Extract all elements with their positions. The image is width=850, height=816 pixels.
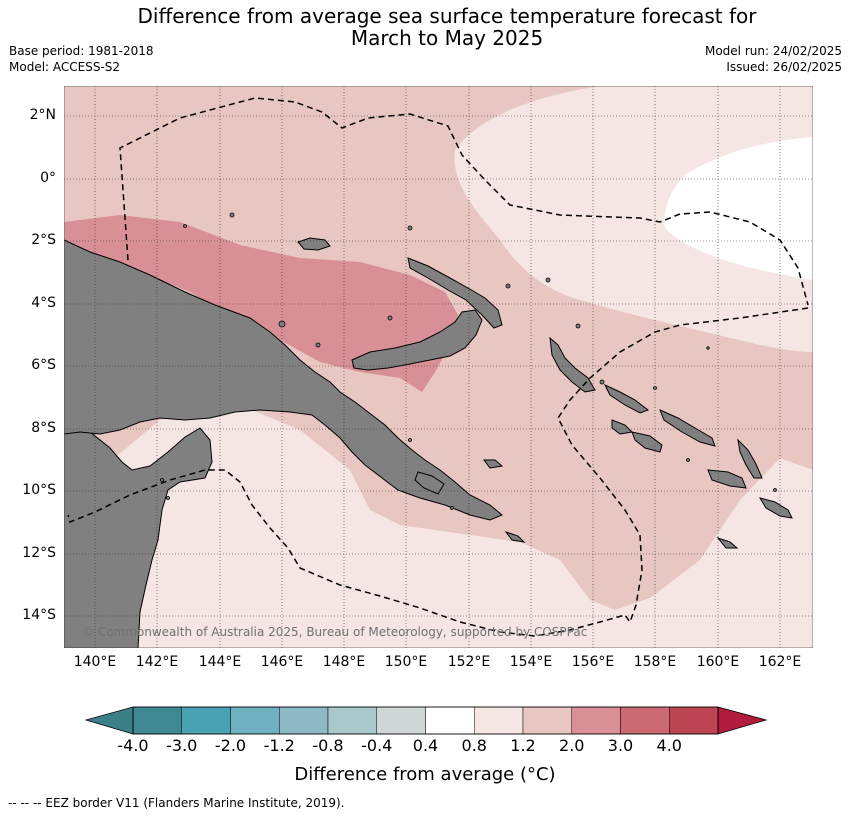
land-new-ireland (407, 257, 503, 329)
land-new-guinea (64, 239, 503, 521)
colorbar-tick-label: 0.4 (412, 736, 439, 755)
land-australia (64, 424, 213, 648)
colorbar-tick-label: 0.8 (461, 736, 487, 755)
land-small-islets (160, 212, 777, 510)
colorbar-tick-label: -0.8 (312, 736, 344, 755)
colorbar-segment (327, 706, 377, 735)
eez-legend: -- -- -- EEZ border V11 (Flanders Marine… (8, 796, 345, 810)
lon-label: 154°E (509, 654, 553, 670)
lat-label: 2°S (31, 232, 56, 248)
meta-left: Base period: 1981-2018 Model: ACCESS-S2 (9, 43, 154, 75)
colorbar-tick-label: 1.2 (510, 736, 536, 755)
colorbar-segment (522, 706, 572, 735)
lon-label: 156°E (571, 654, 615, 670)
colorbar-segment (181, 706, 231, 735)
lon-label: 140°E (73, 654, 117, 670)
colorbar-segment (425, 706, 475, 735)
lat-label: 0° (40, 170, 56, 186)
lat-label: 14°S (22, 607, 56, 623)
lon-label: 144°E (198, 654, 242, 670)
graticule (64, 86, 813, 648)
colorbar-label: Difference from average (°C) (294, 764, 556, 785)
land-new-britain (351, 309, 483, 371)
chart-title-line1: Difference from average sea surface temp… (137, 4, 757, 28)
land-rennell (758, 497, 793, 519)
lon-label: 162°E (758, 654, 802, 670)
lon-label: 150°E (384, 654, 428, 670)
ocean-bin-0.4-0.8-south (64, 405, 813, 648)
lon-label: 142°E (135, 654, 179, 670)
colorbar-segment (571, 706, 621, 735)
model-run: Model run: 24/02/2025 (704, 44, 842, 58)
copyright-notice: © Commonwealth of Australia 2025, Bureau… (82, 625, 588, 639)
colorbar-tick-label: 2.0 (559, 736, 585, 755)
lat-label: 8°S (31, 420, 56, 436)
land-bougainville (549, 336, 596, 393)
land-choiseul (603, 383, 650, 414)
colorbar-segment (230, 706, 280, 735)
colorbar-segments (132, 706, 719, 735)
colorbar-segment (620, 706, 670, 735)
land-santa-cruz (716, 536, 739, 549)
colorbar-tick-label: -2.0 (214, 736, 247, 755)
land-santa-isabel (659, 409, 716, 447)
colorbar-tick-label: -0.4 (361, 736, 393, 755)
model-name: Model: ACCESS-S2 (9, 60, 121, 74)
lat-label: 10°S (22, 482, 56, 498)
lat-label: 12°S (22, 545, 56, 561)
eez-border (67, 97, 809, 637)
lon-label: 148°E (322, 654, 366, 670)
land-woodlark (483, 459, 504, 469)
lat-label: 2°N (29, 107, 56, 123)
land-guadalcanal (631, 431, 663, 453)
colorbar-tick-label: -4.0 (117, 736, 149, 755)
colorbar-segment (132, 706, 182, 735)
colorbar-tick-label: 3.0 (607, 736, 634, 755)
colorbar-segment (669, 706, 719, 735)
land-rossel (504, 531, 526, 543)
meta-right: Model run: 24/02/2025 Issued: 26/02/2025 (705, 43, 842, 75)
colorbar-tick-label: 4.0 (656, 736, 682, 755)
land-malaita (737, 438, 763, 479)
colorbar-tick-label: -3.0 (166, 736, 198, 755)
base-period: Base period: 1981-2018 (9, 44, 154, 58)
lon-label: 146°E (260, 654, 304, 670)
issued-date: Issued: 26/02/2025 (726, 60, 842, 74)
land-makira (707, 469, 747, 489)
land-new-georgia (611, 419, 634, 435)
colorbar-segment (279, 706, 329, 735)
ocean-bin-0.4-0.8-northeast (454, 86, 813, 352)
colorbar-tick-label: -1.2 (263, 736, 295, 755)
land-d-entrecasteaux (414, 471, 445, 495)
lon-label: 152°E (447, 654, 491, 670)
lon-label: 158°E (633, 654, 677, 670)
chart-title-line2: March to May 2025 (350, 26, 544, 50)
lat-label: 4°S (31, 295, 56, 311)
colorbar-segment (376, 706, 426, 735)
colorbar-low-extend (84, 706, 134, 735)
colorbar-segment (474, 706, 524, 735)
colorbar-high-extend (717, 706, 768, 735)
lat-label: 6°S (31, 357, 56, 373)
ocean-bin-neutral (664, 137, 813, 280)
lon-label: 160°E (696, 654, 740, 670)
ocean-bin-1.2-2.0 (64, 215, 458, 392)
